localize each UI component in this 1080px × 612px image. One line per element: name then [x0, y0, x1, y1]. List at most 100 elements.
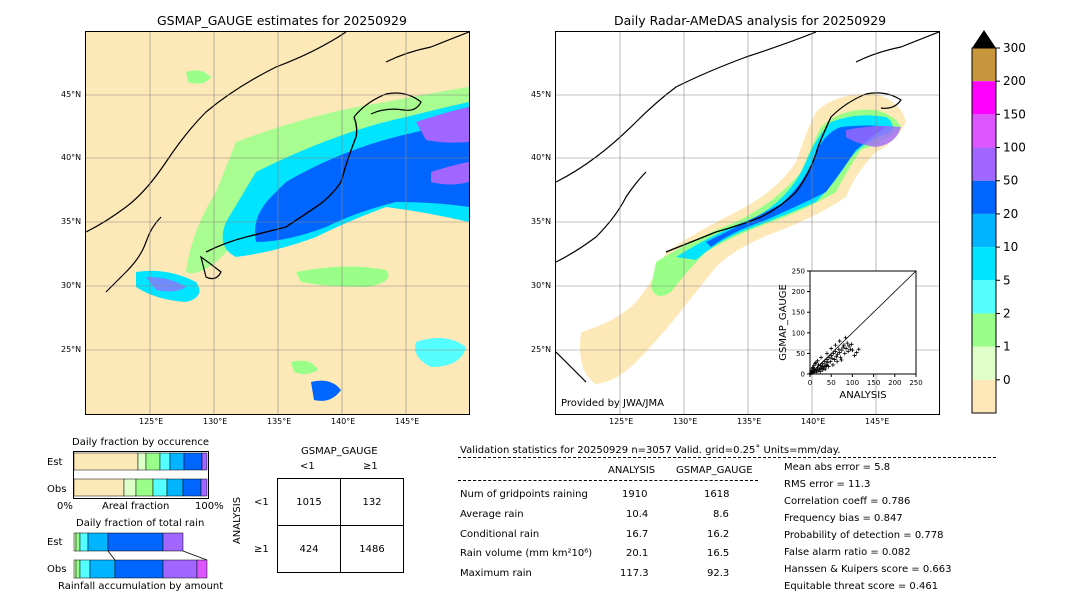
- score-correlation: Correlation coeff = 0.786: [784, 496, 911, 507]
- scatter-point: [837, 350, 842, 355]
- scatter-xtick-label: 200: [888, 379, 901, 387]
- scatter-ytick-label: 0: [801, 371, 805, 379]
- scatter-point: [846, 349, 851, 354]
- score-pod: Probability of detection = 0.778: [784, 530, 944, 541]
- score-rmse: RMS error = 11.3: [784, 479, 871, 490]
- score-frequency-bias: Frequency bias = 0.847: [784, 513, 903, 524]
- scatter-xlabel: ANALYSIS: [839, 390, 886, 401]
- colorbar-tick-label: 1: [1003, 340, 1011, 354]
- scatter-point: [831, 351, 836, 356]
- fraction-total-est-bar: [73, 532, 184, 552]
- validation-row-analysis: 10.4: [626, 509, 649, 520]
- validation-divider: [458, 457, 996, 458]
- right-lat-label-40: 40°N: [531, 153, 552, 162]
- right-lon-label-145: 145°E: [865, 417, 890, 426]
- right-lon-label-125: 125°E: [609, 417, 634, 426]
- colorbar-tick-label: 20: [1003, 207, 1018, 221]
- fraction-total-obs-bar: [73, 559, 208, 579]
- scatter-point: [810, 365, 815, 370]
- scatter-point: [827, 355, 832, 360]
- colorbar-swatch: [972, 313, 996, 347]
- scatter-point: [824, 357, 829, 362]
- score-ets: Equitable threat score = 0.461: [784, 581, 939, 592]
- scatter-point: [844, 346, 849, 351]
- scatter-point: [852, 353, 857, 358]
- fraction-total-bars: [73, 532, 208, 579]
- right-lat-label-30: 30°N: [531, 281, 552, 290]
- scatter-point: [845, 341, 850, 346]
- scatter-point: [829, 346, 834, 351]
- scatter-point: [839, 357, 844, 362]
- colorbar-tick-label: 50: [1003, 174, 1018, 188]
- validation-row-analysis: 1910: [622, 489, 648, 500]
- contingency-col-lt1: <1: [300, 461, 315, 472]
- scatter-point: [826, 364, 831, 369]
- validation-row-label: Num of gridpoints raining: [460, 489, 588, 500]
- fraction-total-row-est: Est: [47, 537, 63, 548]
- left-map-grid: [86, 32, 469, 414]
- right-lon-label-135: 135°E: [737, 417, 762, 426]
- fraction-occurrence-est-bar: [73, 452, 208, 471]
- right-map-svg: [556, 32, 939, 414]
- contingency-row-ge1: ≥1: [254, 544, 269, 555]
- scatter-point: [812, 370, 817, 375]
- scatter-point: [825, 360, 830, 365]
- scatter-point: [835, 352, 840, 357]
- scatter-point: [842, 351, 847, 356]
- validation-row-label: Conditional rain: [460, 529, 540, 540]
- fraction-occurrence-bars: [73, 451, 209, 499]
- validation-row-label: Average rain: [460, 509, 524, 520]
- colorbar-swatch: [972, 114, 996, 148]
- scatter-ytick-label: 150: [792, 309, 805, 317]
- colorbar-swatch: [972, 379, 996, 413]
- scatter-point: [856, 347, 861, 352]
- left-lon-label-145: 145°E: [395, 417, 420, 426]
- validation-row-gsmap: 16.5: [707, 548, 730, 559]
- left-lat-label-30: 30°N: [61, 281, 82, 290]
- fraction-occurrence-obs-bar: [73, 478, 208, 497]
- left-lon-label-140: 140°E: [331, 417, 356, 426]
- scatter-point: [822, 359, 827, 364]
- scatter-point: [816, 368, 821, 373]
- colorbar-swatch: [972, 81, 996, 115]
- scatter-plot: 0 50 100 150 200 250 0 50 100 150 200 250 ANALYSIS GS…: [778, 268, 923, 402]
- fraction-occurrence-title: Daily fraction by occurence: [72, 437, 210, 448]
- colorbar-tick-label: 150: [1003, 107, 1026, 121]
- left-map-svg: [86, 32, 469, 414]
- left-lon-label-130: 130°E: [203, 417, 228, 426]
- validation-row-gsmap: 1618: [704, 489, 730, 500]
- colorbar-tick-label: 10: [1003, 240, 1018, 254]
- scatter-point: [830, 362, 835, 367]
- scatter-ytick-label: 250: [792, 268, 805, 276]
- scatter-point: [835, 359, 840, 364]
- validation-row-analysis: 16.7: [626, 529, 649, 540]
- scatter-ytick-label: 50: [796, 350, 805, 358]
- fraction-total-title: Daily fraction of total rain: [76, 518, 205, 529]
- fraction-axis-mid: Areal fraction: [102, 501, 170, 512]
- scatter-point: [848, 347, 853, 352]
- scatter-point: [824, 362, 829, 367]
- validation-col-analysis: ANALYSIS: [608, 465, 656, 476]
- scatter-point: [815, 358, 820, 363]
- fraction-axis-left: 0%: [57, 501, 73, 512]
- right-lat-label-35: 35°N: [531, 217, 552, 226]
- fraction-total-row-obs: Obs: [47, 564, 67, 575]
- scatter-point: [824, 363, 829, 368]
- fraction-axis-right: 100%: [195, 501, 224, 512]
- left-lon-label-125: 125°E: [139, 417, 164, 426]
- colorbar-frame: [971, 47, 997, 414]
- scatter-xtick-label: 100: [846, 379, 859, 387]
- scatter-point: [821, 364, 826, 369]
- scatter-point: [833, 343, 838, 348]
- left-lat-label-40: 40°N: [61, 153, 82, 162]
- scatter-point: [832, 357, 837, 362]
- validation-row-analysis: 20.1: [626, 548, 649, 559]
- scatter-point: [816, 362, 821, 367]
- scatter-ylabel: GSMAP_GAUGE: [778, 284, 789, 361]
- scatter-diagonal: [809, 270, 917, 375]
- scatter-point: [837, 339, 842, 344]
- scatter-point: [841, 345, 846, 350]
- colorbar-tick-label: 0: [1003, 373, 1011, 387]
- colorbar-swatch: [972, 180, 996, 214]
- contingency-col-ge1: ≥1: [363, 461, 378, 472]
